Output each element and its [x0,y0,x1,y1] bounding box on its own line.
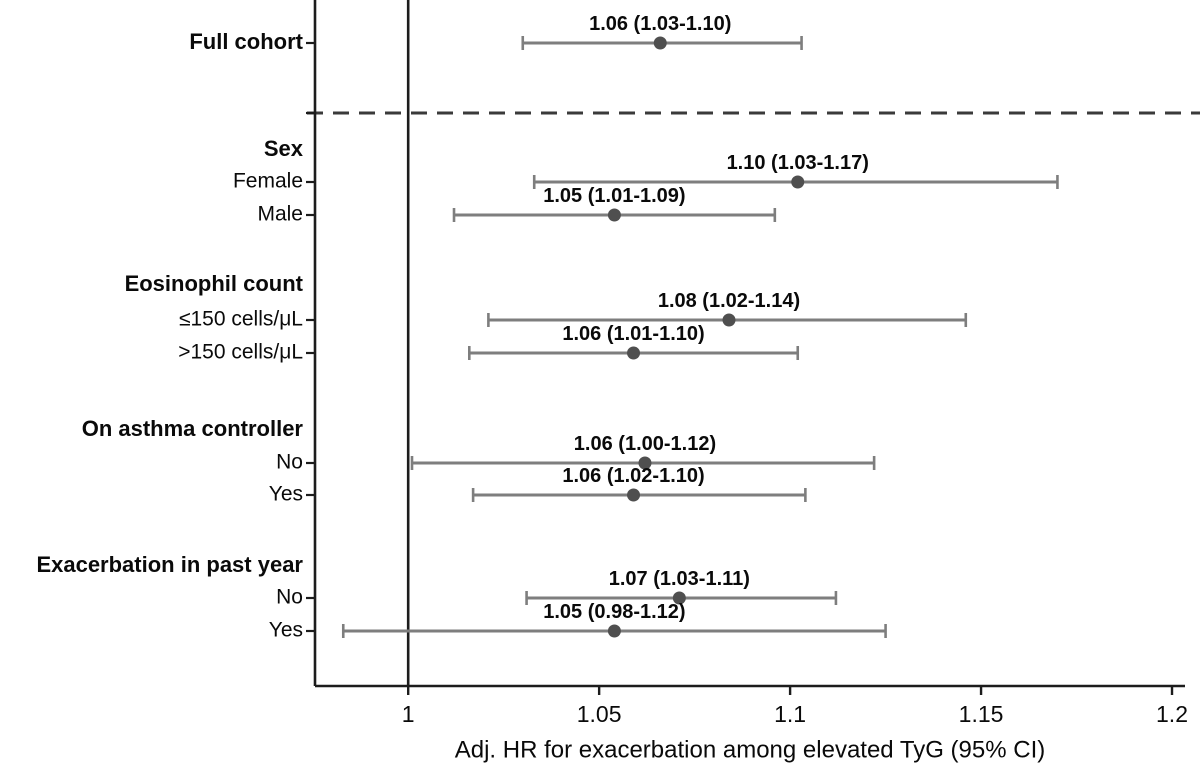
value-label: 1.05 (0.98-1.12) [543,601,685,623]
x-tick-label: 1.2 [1156,701,1188,727]
value-label: 1.06 (1.00-1.12) [574,433,716,455]
point-marker [627,488,641,502]
value-label: 1.06 (1.02-1.10) [562,465,704,487]
row-label: >150 cells/μL [178,341,303,364]
row-label: ≤150 cells/μL [179,308,303,331]
point-marker [672,591,686,605]
value-label: 1.06 (1.01-1.10) [562,323,704,345]
row-label: No [276,451,303,474]
point-marker [791,175,805,189]
point-marker [638,456,652,470]
row-label: Male [257,203,303,226]
x-axis-title: Adj. HR for exacerbation among elevated … [455,736,1046,763]
point-marker [607,208,621,222]
point-marker [607,624,621,638]
row-label: Full cohort [189,29,303,54]
point-marker [627,346,641,360]
group-header: Eosinophil count [125,271,304,296]
point-marker [653,36,667,50]
group-header: Exacerbation in past year [36,552,303,577]
row-label: Yes [269,483,303,506]
group-header: On asthma controller [82,416,304,441]
value-label: 1.07 (1.03-1.11) [609,568,750,590]
value-label: 1.05 (1.01-1.09) [543,185,685,207]
x-tick-label: 1.15 [959,701,1004,727]
value-label: 1.06 (1.03-1.10) [589,13,731,35]
row-label: Yes [269,619,303,642]
value-label: 1.08 (1.02-1.14) [658,290,800,312]
group-header: Sex [264,136,304,161]
value-label: 1.10 (1.03-1.17) [727,152,869,174]
row-label: Female [233,170,303,193]
row-label: No [276,586,303,609]
x-tick-label: 1 [402,701,415,727]
x-tick-label: 1.1 [774,701,806,727]
x-tick-label: 1.05 [577,701,622,727]
point-marker [722,313,736,327]
